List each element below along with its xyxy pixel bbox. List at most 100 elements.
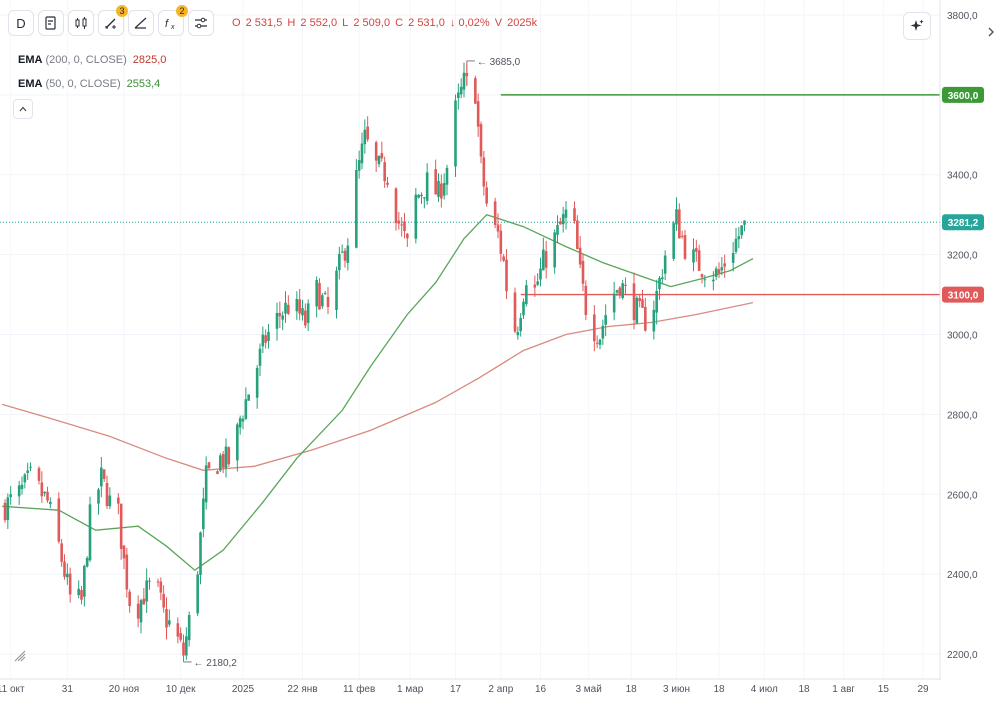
candle-body — [533, 284, 537, 288]
candle-body — [125, 554, 129, 590]
candle-body — [641, 299, 644, 308]
candle-body — [652, 309, 656, 332]
candle-body — [179, 633, 182, 640]
candles-button[interactable] — [68, 10, 94, 36]
candle-body — [536, 281, 539, 285]
side-panel-toggle[interactable] — [986, 25, 996, 42]
candle-body — [445, 167, 449, 185]
high-label: H — [287, 17, 296, 29]
candle-body — [108, 495, 112, 507]
x-tick-label: 4 июл — [751, 684, 778, 695]
candle-body — [624, 284, 627, 286]
price-label-text: 3100,0 — [948, 291, 979, 302]
candle-body — [661, 277, 664, 280]
candles-icon — [75, 17, 87, 29]
volume-label: V — [494, 17, 503, 29]
x-tick-label: 31 — [62, 684, 74, 695]
candle-body — [581, 260, 585, 284]
chevron-up-icon — [19, 106, 27, 112]
candle-body — [207, 462, 211, 469]
drawing-toggle-button[interactable] — [10, 646, 30, 666]
candle-body — [618, 287, 622, 296]
candle-body — [216, 471, 219, 475]
x-tick-label: 22 янв — [287, 684, 317, 695]
legend-ema200[interactable]: EMA (200, 0, CLOSE) 2825,0 — [18, 54, 166, 66]
candle-body — [315, 280, 318, 307]
settings-button[interactable] — [188, 10, 214, 36]
ai-assistant-button[interactable] — [903, 12, 931, 40]
candle-body — [440, 183, 443, 199]
drawing-tools-icon — [105, 18, 116, 29]
candle-body — [264, 335, 267, 343]
candle-body — [397, 220, 401, 224]
candle-body — [695, 247, 698, 252]
candle-body — [374, 142, 378, 161]
compare-button[interactable] — [38, 10, 64, 36]
candle-body — [655, 290, 658, 313]
legend-ema50[interactable]: EMA (50, 0, CLOSE) 2553,4 — [18, 78, 160, 90]
candle-body — [714, 268, 718, 277]
candle-body — [335, 270, 338, 310]
candle-body — [601, 325, 605, 339]
candle-body — [496, 224, 500, 232]
candle-body — [612, 293, 616, 313]
candle-body — [598, 339, 602, 345]
svg-text:f: f — [165, 18, 169, 30]
candle-body — [168, 620, 171, 625]
candle-body — [493, 201, 497, 225]
candle-body — [476, 101, 480, 127]
candle-body — [400, 224, 403, 226]
candle-body — [136, 603, 140, 619]
candle-body — [258, 348, 262, 366]
candle-body — [437, 180, 440, 197]
ruler-button[interactable] — [128, 10, 154, 36]
candle-body — [278, 313, 282, 317]
ema200-line — [2, 301, 754, 471]
candle-body — [9, 494, 12, 498]
candle-body — [479, 124, 483, 157]
candle-body — [343, 250, 347, 261]
y-tick-label: 3800,0 — [947, 11, 978, 22]
candle-body — [737, 236, 741, 240]
close-value: 2 531,0 — [408, 17, 445, 29]
candle-body — [638, 298, 641, 302]
candle-body — [6, 497, 10, 520]
candle-body — [281, 315, 284, 320]
candle-body — [97, 489, 100, 504]
candle-body — [595, 342, 599, 344]
candle-body — [573, 208, 576, 222]
x-tick-label: 3 май — [575, 684, 601, 695]
candle-body — [105, 482, 109, 507]
candle-body — [692, 249, 695, 263]
candle-body — [287, 304, 290, 314]
candle-body — [355, 169, 358, 248]
candle-body — [417, 194, 420, 198]
legend-collapse-button[interactable] — [13, 99, 33, 119]
interval-button[interactable]: D — [8, 10, 34, 36]
x-tick-label: 11 фев — [343, 683, 375, 695]
candle-body — [43, 491, 46, 494]
candle-body — [187, 615, 191, 641]
candle-body — [703, 279, 707, 281]
legend-ema50-params: (50, 0, CLOSE) — [45, 78, 121, 90]
candle-body — [425, 172, 429, 201]
candle-body — [298, 299, 301, 314]
candle-body — [544, 251, 548, 268]
candle-body — [434, 169, 437, 195]
candle-body — [241, 418, 245, 422]
candle-body — [459, 86, 463, 95]
candle-body — [80, 590, 83, 600]
candle-body — [306, 303, 310, 323]
candle-body — [499, 230, 503, 254]
candle-body — [244, 399, 248, 419]
candle-body — [318, 282, 321, 310]
x-tick-label: 18 — [713, 684, 725, 695]
candle-body — [301, 308, 304, 316]
candle-body — [366, 126, 369, 140]
drawing-tools-button[interactable]: 3 — [98, 5, 128, 36]
candle-body — [182, 642, 185, 656]
